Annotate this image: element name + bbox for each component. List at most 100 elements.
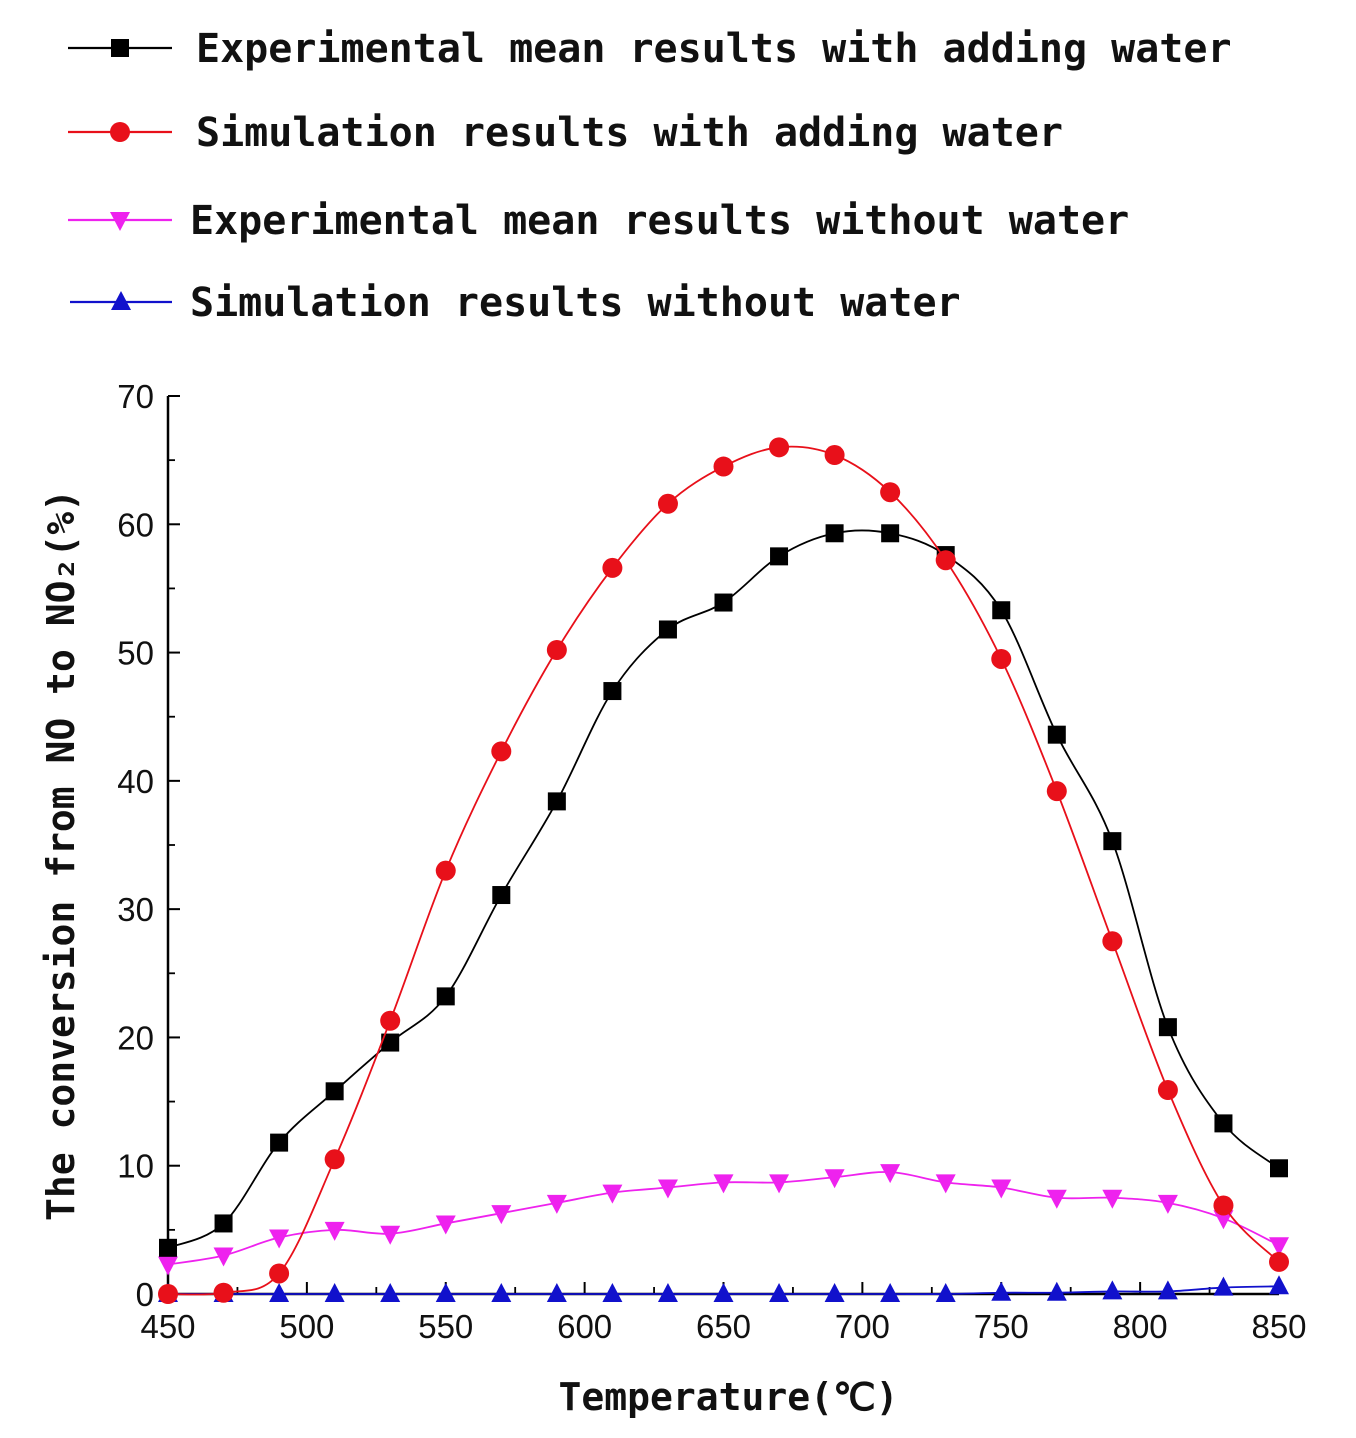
series-3-point <box>1046 1189 1067 1209</box>
series-2-point <box>991 648 1012 669</box>
series-2-point <box>213 1282 234 1303</box>
series-4-point <box>1157 1280 1178 1300</box>
legend-item: Experimental mean results without water <box>68 198 1129 244</box>
legend-marker <box>110 122 130 142</box>
series-2-point <box>269 1263 290 1284</box>
series-4-point <box>713 1283 734 1302</box>
y-tick-label: 30 <box>117 891 154 928</box>
series-2-point <box>713 456 734 477</box>
series-4-point <box>435 1283 456 1302</box>
series-3-point <box>158 1256 178 1276</box>
series-3-point <box>1157 1194 1178 1214</box>
legend-item: Simulation results with adding water <box>68 110 1063 156</box>
series-2-point <box>380 1010 401 1031</box>
series-1-point <box>159 1238 177 1257</box>
series-1-point <box>547 792 566 811</box>
x-tick-label: 500 <box>279 1308 334 1345</box>
series-2-point <box>880 482 901 503</box>
x-tick-label: 800 <box>1113 1308 1168 1345</box>
series-3-point <box>269 1229 290 1249</box>
series-1-point <box>770 547 789 566</box>
series-2-point <box>1269 1251 1289 1272</box>
series-2-point <box>1157 1080 1178 1101</box>
series-3-point <box>991 1179 1012 1199</box>
legend-label: Simulation results with adding water <box>196 110 1063 156</box>
x-tick-label: 600 <box>557 1308 612 1345</box>
series-3-point <box>657 1179 678 1199</box>
x-tick-label: 650 <box>696 1308 751 1345</box>
series-4-point <box>935 1283 956 1302</box>
series-1-point <box>1270 1159 1288 1178</box>
series-3-point <box>380 1225 401 1245</box>
plot-area: 0 10 20 30 40 50 60 70 450 500 550 600 650 700 750 800 8… <box>117 378 1306 1345</box>
series-2-point <box>935 550 956 571</box>
y-axis-title: The conversion from NO to NO₂(%) <box>39 489 83 1221</box>
series-1-point <box>825 524 844 543</box>
series-3-point <box>491 1205 512 1225</box>
series-line-1 <box>167 529 1280 1249</box>
series-4-point <box>1213 1276 1234 1296</box>
series-1-point <box>1214 1114 1233 1133</box>
series-3-point <box>1269 1237 1289 1257</box>
series-4-point <box>769 1283 790 1302</box>
x-tick-label: 700 <box>835 1308 890 1345</box>
series-1-point <box>270 1133 289 1152</box>
legend-label: Experimental mean results with adding wa… <box>196 26 1232 72</box>
y-tick-label: 60 <box>117 506 154 543</box>
y-tick-label: 10 <box>117 1148 154 1185</box>
series-1-point <box>492 886 511 905</box>
series-1-point <box>325 1082 344 1101</box>
series-2-point <box>602 557 623 578</box>
series-4-point <box>880 1283 901 1302</box>
x-tick-label: 450 <box>140 1308 195 1345</box>
series-4-point <box>546 1283 567 1302</box>
series-4-point <box>491 1283 512 1302</box>
legend-label: Simulation results without water <box>190 280 961 326</box>
legend: Experimental mean results with adding wa… <box>68 26 1232 326</box>
y-tick-label: 50 <box>117 635 154 672</box>
y-tick-label: 70 <box>117 378 154 415</box>
series-1-point <box>214 1214 233 1233</box>
legend-item: Simulation results without water <box>70 280 961 326</box>
series-3-point <box>213 1247 234 1267</box>
series-4-point <box>824 1283 845 1302</box>
series-4-point <box>1102 1280 1123 1300</box>
series-4-point <box>1046 1281 1067 1301</box>
series-1-point <box>658 620 677 639</box>
x-axis-title: Temperature(℃) <box>558 1375 898 1419</box>
x-tick-label: 750 <box>974 1308 1029 1345</box>
series-3-point <box>713 1174 734 1194</box>
series-2-point <box>1046 781 1067 802</box>
legend-marker <box>111 39 129 57</box>
series-1-point <box>881 524 900 543</box>
series-4-point <box>324 1283 345 1302</box>
x-tick-label: 850 <box>1251 1308 1306 1345</box>
series-2-point <box>824 445 845 466</box>
series-4-point <box>991 1281 1012 1301</box>
series-2-point <box>769 437 790 458</box>
legend-marker <box>111 291 131 310</box>
series-1-point <box>992 601 1011 620</box>
series-1-point <box>1158 1018 1177 1037</box>
series-2-point <box>158 1284 178 1304</box>
legend-item: Experimental mean results with adding wa… <box>68 26 1232 72</box>
series-2-point <box>657 493 678 514</box>
series-1-point <box>714 593 733 612</box>
series-1-point <box>1047 725 1066 744</box>
series-3-point <box>880 1164 901 1184</box>
legend-marker <box>110 212 130 231</box>
series-3-point <box>824 1169 845 1189</box>
series-4-point <box>380 1283 401 1302</box>
series-3-point <box>546 1194 567 1214</box>
series-3-point <box>1102 1189 1123 1209</box>
series-1-point <box>436 987 455 1006</box>
y-tick-label: 0 <box>136 1276 154 1313</box>
series-2-point <box>546 640 567 661</box>
legend-label: Experimental mean results without water <box>190 198 1129 244</box>
series-3-point <box>1213 1210 1234 1230</box>
series-4-point <box>602 1283 623 1302</box>
y-tick-label: 20 <box>117 1019 154 1056</box>
series-2-point <box>435 860 456 881</box>
series-1-point <box>603 682 622 701</box>
